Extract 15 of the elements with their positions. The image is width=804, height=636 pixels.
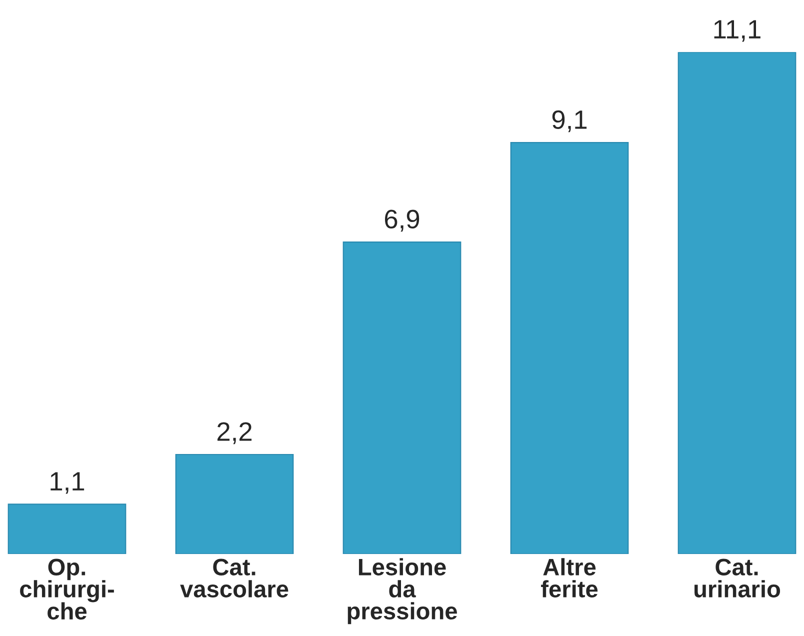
x-tick-label: Cat. urinario <box>694 558 780 598</box>
bar <box>342 241 462 554</box>
x-tick-label: Altre ferite <box>541 558 598 598</box>
x-tick-label: Lesione da pressione <box>348 558 457 624</box>
x-tick-label: Op. chirurgi- che <box>20 558 114 620</box>
bar <box>175 454 294 554</box>
x-tick-label: Cat. vascolare <box>180 558 288 598</box>
data-label: 11,1 <box>714 20 760 42</box>
bar <box>8 504 126 554</box>
bar <box>678 52 796 554</box>
data-label: 6,9 <box>385 210 420 232</box>
data-label: 2,2 <box>217 422 252 444</box>
data-label: 9,1 <box>552 110 587 132</box>
data-label: 1,1 <box>50 472 84 494</box>
bar <box>510 142 629 554</box>
